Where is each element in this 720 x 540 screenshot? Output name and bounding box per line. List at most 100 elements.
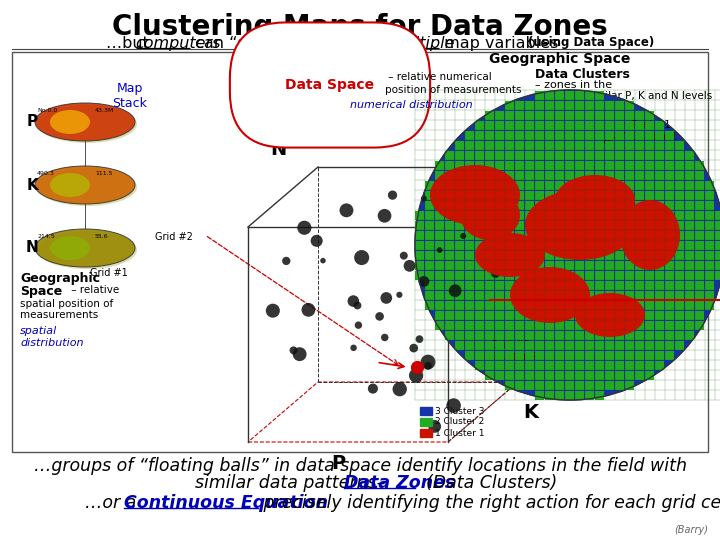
Ellipse shape — [35, 103, 135, 141]
Bar — [515, 371, 524, 380]
Bar — [525, 201, 534, 210]
Ellipse shape — [50, 110, 90, 134]
Bar — [535, 201, 544, 210]
Bar — [425, 221, 434, 230]
Bar — [525, 121, 534, 130]
Bar — [585, 221, 594, 230]
Bar — [645, 121, 654, 130]
Bar — [595, 151, 604, 160]
Bar — [475, 181, 484, 190]
Bar — [605, 221, 614, 230]
Bar — [565, 91, 574, 100]
Bar — [495, 291, 504, 300]
Bar — [475, 211, 484, 220]
Bar — [665, 331, 674, 340]
Bar — [445, 191, 454, 200]
Bar — [605, 321, 614, 330]
Bar — [565, 261, 574, 270]
Bar — [555, 351, 564, 360]
Bar — [485, 341, 494, 350]
Bar — [485, 161, 494, 170]
Text: Geographic Space: Geographic Space — [490, 52, 631, 66]
Bar — [675, 261, 684, 270]
Bar — [605, 241, 614, 250]
Point — [294, 350, 305, 359]
Bar — [555, 391, 564, 400]
Bar — [475, 131, 484, 140]
Bar — [645, 191, 654, 200]
Bar — [565, 181, 574, 190]
Bar — [465, 241, 474, 250]
Text: (Barry): (Barry) — [674, 525, 708, 535]
Bar — [695, 231, 704, 240]
Bar — [615, 301, 624, 310]
Bar — [515, 161, 524, 170]
Text: …groups of “floating balls” in data space identify locations in the field with: …groups of “floating balls” in data spac… — [34, 457, 686, 475]
Bar — [675, 201, 684, 210]
Bar — [575, 91, 584, 100]
Bar — [695, 211, 704, 220]
Bar — [585, 391, 594, 400]
Point — [422, 357, 433, 366]
Bar — [485, 281, 494, 290]
Bar — [585, 261, 594, 270]
Bar — [425, 301, 434, 310]
Bar — [625, 201, 634, 210]
Bar — [585, 151, 594, 160]
Ellipse shape — [37, 168, 137, 206]
Bar — [575, 271, 584, 280]
Bar — [705, 281, 714, 290]
Bar — [465, 291, 474, 300]
Bar — [455, 221, 464, 230]
Bar — [605, 231, 614, 240]
Bar — [635, 171, 644, 180]
Bar — [625, 151, 634, 160]
Bar — [475, 241, 484, 250]
Text: 3 Cluster 3: 3 Cluster 3 — [435, 407, 485, 415]
Bar — [695, 261, 704, 270]
Bar — [475, 301, 484, 310]
Bar — [525, 361, 534, 370]
Bar — [675, 151, 684, 160]
Bar — [545, 281, 554, 290]
Bar — [545, 321, 554, 330]
Bar — [575, 371, 584, 380]
Bar — [585, 91, 594, 100]
Bar — [415, 271, 424, 280]
Bar — [505, 201, 514, 210]
Bar — [675, 291, 684, 300]
Bar — [565, 371, 574, 380]
Bar — [415, 211, 424, 220]
Bar — [455, 161, 464, 170]
Bar — [465, 331, 474, 340]
Bar — [465, 311, 474, 320]
Bar — [685, 301, 694, 310]
Bar — [445, 251, 454, 260]
Bar — [495, 361, 504, 370]
Bar — [605, 201, 614, 210]
Bar — [585, 191, 594, 200]
Bar — [495, 241, 504, 250]
Bar — [485, 121, 494, 130]
Bar — [465, 171, 474, 180]
Bar — [685, 251, 694, 260]
Bar — [485, 111, 494, 120]
Bar — [555, 371, 564, 380]
Bar — [565, 291, 574, 300]
Bar — [615, 261, 624, 270]
Bar — [505, 151, 514, 160]
Bar — [495, 261, 504, 270]
Bar — [595, 351, 604, 360]
Ellipse shape — [575, 293, 645, 337]
Bar — [565, 151, 574, 160]
Bar — [455, 271, 464, 280]
Text: No.0.0: No.0.0 — [37, 108, 58, 113]
Bar — [525, 321, 534, 330]
Bar — [625, 341, 634, 350]
Bar — [465, 151, 474, 160]
Bar — [455, 151, 464, 160]
Bar — [705, 181, 714, 190]
Bar — [515, 281, 524, 290]
Bar — [475, 331, 484, 340]
Bar — [505, 211, 514, 220]
